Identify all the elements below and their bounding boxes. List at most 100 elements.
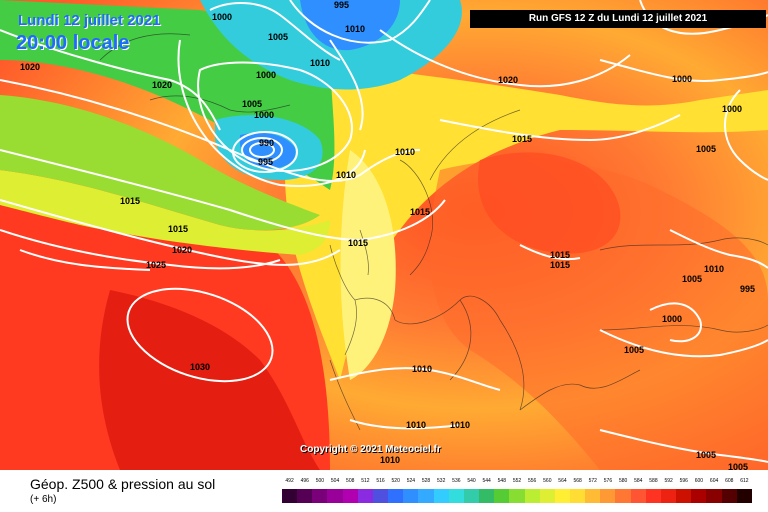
pressure-label: 1020 — [152, 80, 172, 90]
pressure-label: 1005 — [268, 32, 288, 42]
legend-swatch — [539, 489, 555, 503]
field-zone-lightgreen — [0, 95, 320, 231]
legend-tick-label: 524 — [406, 478, 416, 484]
legend-swatch — [676, 489, 692, 503]
field-zone-yellow — [284, 60, 768, 380]
legend-tick-label: 576 — [603, 478, 613, 484]
pressure-label: 1020 — [172, 245, 192, 255]
legend-tick-label: 540 — [467, 478, 476, 484]
field-zone-darkorange-russia — [478, 152, 621, 254]
legend-tick-label: 600 — [694, 478, 704, 484]
legend-tick-label: 492 — [285, 478, 294, 484]
legend-swatch — [630, 489, 646, 503]
pressure-label: 1015 — [550, 260, 570, 270]
legend-tick-label: 612 — [740, 478, 749, 484]
coastlines — [99, 33, 768, 431]
legend-swatch — [372, 489, 389, 503]
legend-tick-label: 528 — [421, 478, 431, 484]
legend-swatch — [721, 489, 737, 503]
legend-tick-label: 548 — [497, 478, 506, 484]
legend-swatch — [554, 489, 570, 503]
pressure-label: 995 — [740, 284, 755, 294]
pressure-label: 1005 — [242, 99, 262, 109]
legend-swatch — [342, 489, 358, 503]
pressure-label: 990 — [259, 138, 274, 148]
legend-tick-label: 552 — [512, 478, 522, 484]
pressure-label: 1000 — [662, 314, 682, 324]
pressure-label: 1000 — [256, 70, 276, 80]
map-parameter-title: Géop. Z500 & pression au sol — [30, 476, 216, 492]
legend-tick-labels: 492 496 500 504 508 512 516 520 524 528 532 536 540 5… — [282, 478, 752, 488]
legend-footer: Géop. Z500 & pression au sol (+ 6h) 492 4… — [0, 470, 768, 512]
legend-swatch — [388, 489, 404, 503]
pressure-label: 1005 — [728, 462, 748, 470]
pressure-label: 1000 — [212, 12, 232, 22]
pressure-label: 1015 — [550, 250, 570, 260]
legend-tick-label: 500 — [315, 478, 325, 484]
pressure-label: 1015 — [410, 207, 430, 217]
legend-tick-label: 604 — [709, 478, 719, 484]
pressure-label: 1015 — [120, 196, 140, 206]
legend-swatch — [418, 489, 434, 503]
isobars — [0, 0, 768, 462]
pressure-label: 1015 — [168, 224, 188, 234]
pressure-label: 1010 — [380, 455, 400, 465]
pressure-label: 1010 — [336, 170, 356, 180]
legend-swatch — [706, 489, 722, 503]
pressure-label: 1030 — [190, 362, 210, 372]
legend-tick-label: 544 — [482, 478, 491, 484]
legend-tick-label: 568 — [573, 478, 582, 484]
legend-swatch — [660, 489, 677, 503]
pressure-label: 1005 — [696, 144, 716, 154]
legend-tick-label: 508 — [346, 478, 355, 484]
legend-swatch — [312, 489, 328, 503]
pressure-label: 1010 — [406, 420, 426, 430]
legend-swatch — [600, 489, 616, 503]
pressure-label: 1005 — [682, 274, 702, 284]
legend-swatch — [691, 489, 707, 503]
pressure-label: 1015 — [348, 238, 368, 248]
legend-swatch — [327, 489, 343, 503]
pressure-label: 1010 — [450, 420, 470, 430]
legend-swatch — [509, 489, 525, 503]
pressure-label: 1005 — [624, 345, 644, 355]
legend-swatch — [282, 489, 298, 503]
pressure-label: 1000 — [254, 110, 274, 120]
forecast-offset: (+ 6h) — [30, 494, 57, 505]
legend-color-bar — [282, 489, 752, 503]
pressure-labels: 1000 995 1005 1010 1000 1005 1020 1020 1… — [20, 0, 755, 470]
legend-swatch — [403, 489, 419, 503]
legend-tick-label: 588 — [649, 478, 658, 484]
geopotential-map: 1000 995 1005 1010 1000 1005 1020 1020 1… — [0, 0, 768, 470]
legend-tick-label: 536 — [452, 478, 461, 484]
legend-swatch — [463, 489, 480, 503]
legend-swatch — [357, 489, 373, 503]
legend-tick-label: 532 — [437, 478, 446, 484]
legend-tick-label: 572 — [588, 478, 597, 484]
map-time-title: 20:00 locale — [16, 32, 130, 54]
legend-tick-label: 580 — [618, 478, 628, 484]
pressure-label: 1010 — [310, 58, 330, 68]
legend-tick-label: 512 — [361, 478, 370, 484]
copyright-text: Copyright © 2021 Meteociel.fr — [300, 444, 441, 455]
legend-tick-label: 596 — [679, 478, 688, 484]
legend-tick-label: 504 — [330, 478, 340, 484]
field-zone-blue-top — [300, 0, 400, 51]
legend-swatch — [479, 489, 495, 503]
legend-tick-label: 584 — [634, 478, 643, 484]
legend-tick-label: 560 — [543, 478, 552, 484]
legend-tick-label: 592 — [664, 478, 673, 484]
legend-swatch — [448, 489, 464, 503]
pressure-label: 1010 — [395, 147, 415, 157]
pressure-label: 1000 — [722, 104, 742, 114]
pressure-label: 1010 — [345, 24, 365, 34]
pressure-label: 995 — [258, 157, 273, 167]
legend-swatch — [297, 489, 313, 503]
pressure-label: 1000 — [672, 74, 692, 84]
color-scale-legend: 492 496 500 504 508 512 516 520 524 528 532 536 540 5… — [282, 478, 752, 504]
legend-swatch — [524, 489, 540, 503]
legend-tick-label: 516 — [376, 478, 385, 484]
model-run-label: Run GFS 12 Z du Lundi 12 juillet 2021 — [470, 10, 766, 28]
legend-tick-label: 496 — [300, 478, 309, 484]
legend-swatch — [645, 489, 661, 503]
